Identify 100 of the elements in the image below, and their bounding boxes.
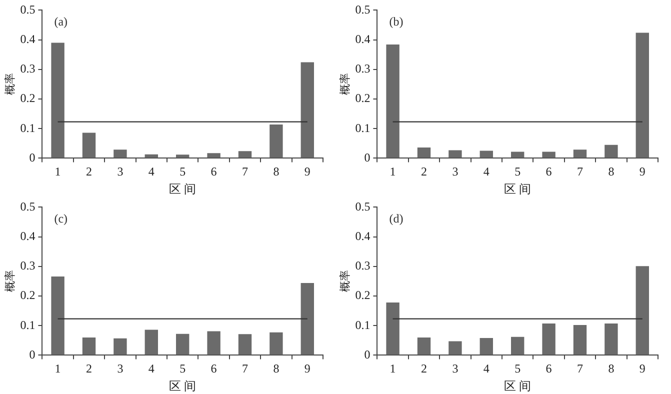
bar xyxy=(114,338,127,355)
x-axis-title: 区 间 xyxy=(504,378,532,393)
bar xyxy=(176,154,190,158)
y-tick-label: 0.3 xyxy=(20,258,36,273)
bar xyxy=(386,44,400,158)
bar xyxy=(300,282,314,355)
bar xyxy=(511,152,524,158)
x-tick-label: 2 xyxy=(421,164,427,179)
bar xyxy=(82,337,96,355)
y-axis-title: 概率 xyxy=(338,270,352,292)
y-tick-label: 0 xyxy=(364,347,370,362)
annotation: (b) xyxy=(389,14,404,28)
y-tick-label: 0.1 xyxy=(355,120,370,135)
y-tick-label: 0.4 xyxy=(355,228,370,243)
y-tick-label: 0.5 xyxy=(20,2,36,16)
bar xyxy=(114,150,127,158)
annotation: (a) xyxy=(54,14,68,28)
x-tick-label: 5 xyxy=(514,164,521,179)
bar xyxy=(51,276,64,355)
bar xyxy=(207,331,220,355)
x-tick-label: 3 xyxy=(117,164,124,179)
x-tick-label: 1 xyxy=(390,164,396,179)
x-tick-label: 5 xyxy=(514,362,521,376)
bar xyxy=(636,266,649,355)
x-tick-label: 8 xyxy=(608,362,614,376)
y-tick-label: 0.2 xyxy=(355,288,370,302)
x-axis-title: 区 间 xyxy=(504,182,532,196)
y-tick-label: 0 xyxy=(29,347,36,362)
bar xyxy=(417,148,431,158)
bar xyxy=(511,336,524,355)
y-tick-label: 0.5 xyxy=(355,199,370,214)
bar xyxy=(480,338,493,355)
bar xyxy=(51,42,64,158)
bar xyxy=(604,144,618,158)
y-tick-label: 0.3 xyxy=(355,62,370,76)
x-tick-label: 9 xyxy=(304,362,310,376)
x-tick-label: 2 xyxy=(421,362,427,376)
x-tick-label: 7 xyxy=(242,164,248,179)
x-tick-label: 4 xyxy=(148,362,154,376)
bar xyxy=(270,124,283,158)
bar xyxy=(448,150,462,158)
x-tick-label: 1 xyxy=(390,362,396,376)
x-tick-label: 6 xyxy=(210,362,217,376)
x-tick-label: 5 xyxy=(180,362,186,376)
y-tick-label: 0.5 xyxy=(355,2,370,16)
x-tick-label: 6 xyxy=(210,164,217,179)
x-tick-label: 4 xyxy=(483,362,490,376)
bar xyxy=(238,151,252,158)
bar xyxy=(238,334,252,355)
bar xyxy=(604,324,618,355)
bar xyxy=(270,332,283,355)
x-tick-label: 1 xyxy=(54,164,61,179)
y-tick-label: 0.4 xyxy=(20,228,36,243)
y-tick-label: 0.1 xyxy=(355,318,370,332)
x-tick-label: 5 xyxy=(180,164,186,179)
y-tick-label: 0.3 xyxy=(20,62,36,76)
y-tick-label: 0 xyxy=(29,150,36,164)
y-tick-label: 0.3 xyxy=(355,258,370,273)
y-tick-label: 0.2 xyxy=(20,91,36,106)
bar xyxy=(636,32,649,158)
x-tick-label: 1 xyxy=(54,362,61,376)
y-tick-label: 0.1 xyxy=(20,120,36,135)
x-tick-label: 7 xyxy=(242,362,248,376)
x-tick-label: 4 xyxy=(483,164,490,179)
x-tick-label: 9 xyxy=(639,164,646,179)
bar xyxy=(300,62,314,158)
bar xyxy=(573,150,587,158)
y-tick-label: 0.4 xyxy=(20,32,36,46)
x-tick-label: 2 xyxy=(86,164,92,179)
bar xyxy=(542,152,556,158)
y-tick-label: 0.2 xyxy=(355,91,370,106)
y-tick-label: 0.2 xyxy=(20,288,36,302)
bar xyxy=(542,324,556,355)
x-tick-label: 8 xyxy=(273,164,280,179)
x-tick-label: 3 xyxy=(452,362,458,376)
bar xyxy=(82,132,96,158)
bar xyxy=(144,330,158,355)
y-tick-label: 0 xyxy=(364,150,370,164)
x-axis-title: 区 间 xyxy=(169,378,196,393)
x-tick-label: 8 xyxy=(273,362,280,376)
bar xyxy=(207,153,220,158)
x-tick-label: 4 xyxy=(148,164,154,179)
y-tick-label: 0.4 xyxy=(355,32,370,46)
x-tick-label: 7 xyxy=(577,362,583,376)
y-tick-label: 0.1 xyxy=(20,318,36,332)
x-tick-label: 9 xyxy=(639,362,646,376)
y-axis-title: 概率 xyxy=(3,73,16,96)
x-tick-label: 7 xyxy=(577,164,583,179)
annotation: (d) xyxy=(389,211,404,226)
x-tick-label: 6 xyxy=(546,164,552,179)
y-axis-title: 概率 xyxy=(338,73,352,96)
x-tick-label: 6 xyxy=(546,362,552,376)
bar xyxy=(573,325,587,355)
y-axis-title: 概率 xyxy=(3,270,16,292)
y-tick-label: 0.5 xyxy=(20,199,36,214)
x-tick-label: 8 xyxy=(608,164,614,179)
bar xyxy=(480,150,493,158)
bar xyxy=(417,337,431,355)
x-axis-title: 区 间 xyxy=(169,182,196,196)
x-tick-label: 3 xyxy=(452,164,458,179)
